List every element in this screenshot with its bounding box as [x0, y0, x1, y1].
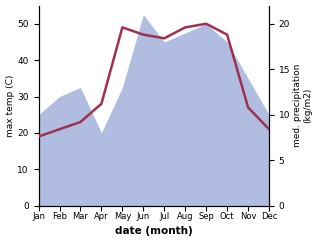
- Y-axis label: med. precipitation
(kg/m2): med. precipitation (kg/m2): [293, 64, 313, 147]
- X-axis label: date (month): date (month): [115, 227, 193, 236]
- Y-axis label: max temp (C): max temp (C): [5, 74, 15, 137]
